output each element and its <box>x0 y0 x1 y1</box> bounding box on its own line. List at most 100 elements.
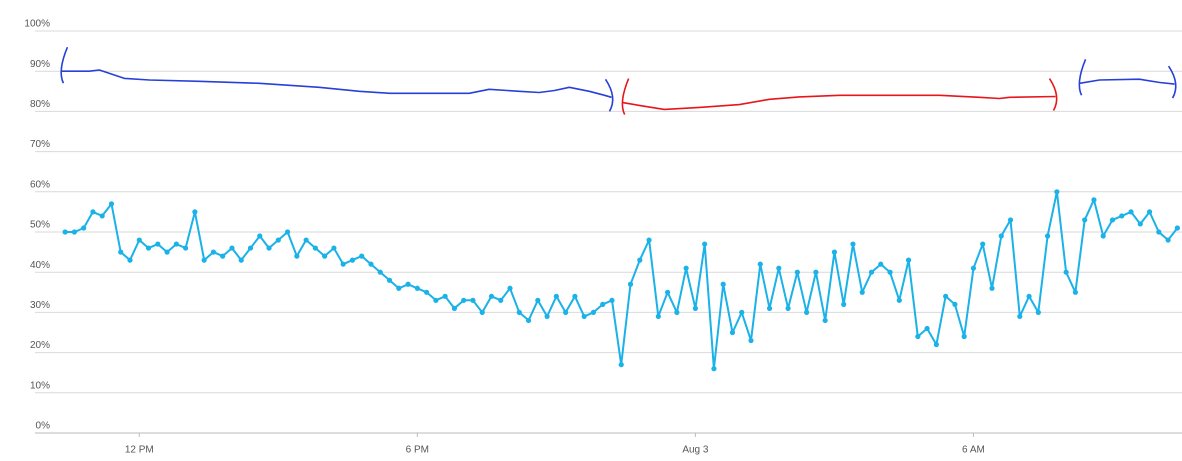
point <box>220 253 226 259</box>
point <box>831 249 838 255</box>
y-tick-label: 20% <box>30 340 50 351</box>
point <box>238 257 244 263</box>
point <box>720 281 726 287</box>
y-tick-label: 90% <box>30 59 50 70</box>
point <box>646 237 652 243</box>
point <box>757 261 763 267</box>
point <box>414 285 420 291</box>
point <box>776 265 782 271</box>
point <box>303 237 309 243</box>
point <box>535 297 541 303</box>
y-tick-label: 80% <box>30 99 50 110</box>
point <box>850 241 856 247</box>
x-tick-label: 12 PM <box>125 445 154 456</box>
point <box>81 225 87 231</box>
point <box>275 237 281 243</box>
point <box>1035 309 1041 315</box>
point <box>451 305 458 311</box>
point <box>507 285 513 291</box>
point <box>127 257 133 263</box>
point <box>62 229 68 235</box>
point <box>961 333 967 340</box>
x-tick-label: 6 AM <box>962 445 985 456</box>
point <box>878 261 884 267</box>
series-line <box>1079 78 1175 85</box>
point <box>1054 189 1060 195</box>
point <box>822 317 828 324</box>
point <box>1165 237 1171 243</box>
y-tick-label: 30% <box>30 300 50 311</box>
point <box>266 245 272 251</box>
point <box>664 289 671 295</box>
point <box>90 209 96 215</box>
point <box>424 289 430 295</box>
series-line <box>61 69 612 99</box>
point <box>210 249 217 255</box>
point <box>813 269 819 275</box>
point <box>905 257 912 263</box>
x-tick-label: Aug 3 <box>682 445 709 456</box>
y-tick-label: 60% <box>30 179 50 190</box>
point <box>155 241 161 247</box>
point <box>581 313 587 320</box>
point <box>1128 209 1134 215</box>
point <box>859 289 865 295</box>
point <box>933 341 939 348</box>
point <box>711 366 717 372</box>
y-tick-label: 100% <box>24 19 50 30</box>
bracket <box>60 46 69 84</box>
point <box>674 309 680 315</box>
point <box>525 317 532 324</box>
point <box>618 362 624 368</box>
point <box>442 293 448 299</box>
point <box>748 337 754 344</box>
point <box>1045 233 1051 239</box>
point <box>1007 217 1014 223</box>
point <box>1017 313 1023 320</box>
point <box>1174 225 1180 231</box>
point <box>516 309 522 315</box>
point <box>655 313 661 320</box>
point <box>1119 213 1125 219</box>
point <box>479 309 485 315</box>
point <box>1156 229 1162 235</box>
point <box>1146 209 1153 215</box>
point <box>145 245 152 251</box>
point <box>896 297 902 303</box>
point <box>970 265 977 271</box>
point <box>433 297 439 303</box>
point <box>136 237 142 243</box>
point <box>785 305 791 311</box>
point <box>1091 197 1097 203</box>
point <box>627 281 634 287</box>
point <box>1082 217 1088 223</box>
point <box>683 265 689 271</box>
bracket <box>1167 65 1177 99</box>
point <box>766 305 773 311</box>
point <box>563 309 569 315</box>
point <box>1100 233 1106 239</box>
point <box>887 269 893 275</box>
y-tick-label: 70% <box>30 139 50 150</box>
point <box>257 233 263 239</box>
point <box>192 209 198 215</box>
point <box>488 293 495 299</box>
point <box>729 329 736 336</box>
point <box>322 253 328 259</box>
point <box>229 245 235 251</box>
point <box>108 201 115 207</box>
point <box>702 241 708 247</box>
point <box>692 305 698 311</box>
point <box>312 245 318 251</box>
y-tick-label: 0% <box>36 421 51 432</box>
point <box>71 229 77 235</box>
point <box>739 309 745 315</box>
point <box>1072 289 1079 295</box>
x-tick-label: 6 PM <box>406 445 429 456</box>
point <box>794 269 800 275</box>
point <box>1063 269 1069 275</box>
point <box>368 261 374 267</box>
point <box>943 293 949 299</box>
point <box>498 297 504 303</box>
